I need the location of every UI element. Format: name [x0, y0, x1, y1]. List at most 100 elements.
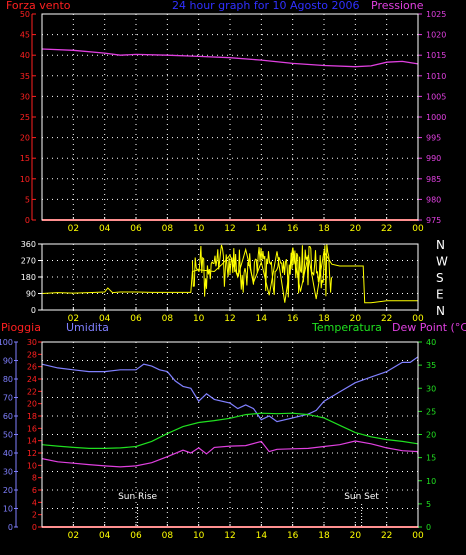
wind-pressure-frame — [41, 13, 419, 221]
pressure-axis-tick-label: 1015 — [426, 51, 446, 60]
time-tick-label: 20 — [350, 531, 362, 541]
temperature-axis-tick-label: 5 — [426, 500, 431, 509]
humidity-axis-tick-label: 50 — [3, 431, 13, 440]
time-tick-label: 18 — [318, 314, 330, 324]
time-tick-label: 12 — [224, 224, 235, 234]
pressure-axis-tick-label: 980 — [426, 195, 441, 204]
wind-axis-tick-label: 30 — [20, 92, 30, 101]
direction-axis-tick-label: 90 — [26, 290, 36, 299]
temperature-axis-tick-label: 30 — [426, 384, 436, 393]
rain-axis-tick-label: 10 — [27, 461, 37, 470]
wind-axis-tick-label: 15 — [20, 154, 30, 163]
time-tick-label: 18 — [318, 224, 330, 234]
rain-axis-tick-label: 24 — [27, 375, 37, 384]
sun-annotations: Sun Rise Sun Set — [118, 492, 379, 527]
time-tick-label: 00 — [412, 531, 424, 541]
pressure-axis-tick-label: 1020 — [426, 31, 446, 40]
compass-label: N — [436, 238, 445, 252]
humidity-axis: 0 10 20 30 40 50 60 70 80 90 100 — [0, 338, 18, 532]
rain-axis-tick-label: 26 — [27, 363, 37, 372]
time-tick-label: 08 — [162, 224, 174, 234]
temperature-label: Temperatura — [311, 321, 382, 334]
time-tick-label: 22 — [381, 531, 392, 541]
rain-axis-tick-label: 0 — [32, 523, 37, 532]
time-tick-label: 12 — [224, 531, 235, 541]
humidity-axis-tick-label: 20 — [3, 486, 13, 495]
temperature-axis-tick-label: 25 — [426, 407, 436, 416]
time-tick-label: 14 — [256, 531, 268, 541]
time-tick-label: 00 — [412, 224, 424, 234]
wind-direction-series — [41, 244, 418, 304]
pressure-axis-tick-label: 1010 — [426, 72, 446, 81]
time-tick-label: 02 — [68, 314, 79, 324]
humidity-axis-tick-label: 60 — [3, 412, 13, 421]
humidity-line — [41, 356, 419, 423]
wind-axis-tick-label: 45 — [20, 31, 30, 40]
wind-axis-tick-label: 25 — [20, 113, 30, 122]
humidity-axis-tick-label: 40 — [3, 449, 13, 458]
wind-force-label: Forza vento — [6, 0, 71, 12]
rain-label: Pioggia — [1, 321, 41, 334]
time-tick-label: 22 — [381, 224, 392, 234]
pressure-axis-tick-label: 985 — [426, 175, 441, 184]
humidity-axis-tick-label: 70 — [3, 394, 13, 403]
time-tick-label: 16 — [287, 314, 299, 324]
rhT-frame — [41, 341, 419, 528]
time-tick-label: 04 — [99, 224, 111, 234]
pressure-axis-tick-label: 995 — [426, 134, 441, 143]
time-tick-label: 16 — [287, 224, 299, 234]
rain-axis-tick-label: 20 — [27, 400, 37, 409]
time-tick-label: 16 — [287, 531, 299, 541]
time-tick-label: 20 — [350, 314, 362, 324]
humidity-axis-tick-label: 80 — [3, 375, 13, 384]
time-tick-label: 06 — [130, 224, 142, 234]
wind-axis-tick-label: 0 — [25, 216, 30, 225]
time-tick-label: 02 — [68, 224, 79, 234]
wind-direction-time-axis: 02 04 06 08 10 12 14 16 18 20 22 00 — [68, 307, 424, 324]
time-tick-label: 22 — [381, 314, 392, 324]
wind-axis-tick-label: 40 — [20, 51, 30, 60]
rain-axis-tick-label: 6 — [32, 486, 37, 495]
time-tick-label: 00 — [412, 314, 424, 324]
sun-marker-label: Sun Set — [344, 492, 379, 502]
humidity-axis-tick-label: 100 — [0, 338, 13, 347]
compass-label: S — [436, 271, 444, 285]
rain-axis-tick-label: 12 — [27, 449, 37, 458]
rain-axis-tick-label: 30 — [27, 338, 37, 347]
temperature-axis-tick-label: 20 — [426, 431, 436, 440]
time-tick-label: 02 — [68, 531, 79, 541]
rain-axis-tick-label: 22 — [27, 387, 37, 396]
wind-axis-tick-label: 20 — [20, 134, 30, 143]
temperature-line — [41, 412, 419, 449]
temperature-axis-tick-label: 0 — [426, 523, 431, 532]
rain-axis-tick-label: 8 — [32, 474, 37, 483]
time-tick-label: 04 — [99, 531, 111, 541]
dewpoint-label: Dew Point (°C) — [392, 321, 466, 334]
rain-axis-tick-label: 18 — [27, 412, 37, 421]
direction-axis-tick-label: 0 — [31, 306, 36, 315]
time-tick-label: 18 — [318, 531, 330, 541]
humidity-label: Umidita — [66, 321, 109, 334]
time-tick-label: 10 — [193, 314, 205, 324]
rain-axis-tick-label: 16 — [27, 424, 37, 433]
pressure-axis-tick-label: 975 — [426, 216, 441, 225]
wind-axis-tick-label: 5 — [25, 195, 30, 204]
compass-label: W — [436, 255, 448, 269]
wind-force-axis: 0 5 10 15 20 25 30 35 40 45 50 — [20, 10, 36, 225]
temperature-axis-tick-label: 35 — [426, 361, 436, 370]
time-tick-label: 14 — [256, 314, 268, 324]
temperature-axis-tick-label: 40 — [426, 338, 436, 347]
time-tick-label: 06 — [130, 531, 142, 541]
dewpoint-line — [41, 440, 419, 468]
time-tick-label: 20 — [350, 224, 362, 234]
time-tick-label: 10 — [193, 224, 205, 234]
rain-axis-tick-label: 28 — [27, 350, 37, 359]
time-tick-label: 08 — [162, 531, 174, 541]
wind-axis-tick-label: 10 — [20, 175, 30, 184]
pressure-label: Pressione — [371, 0, 424, 12]
